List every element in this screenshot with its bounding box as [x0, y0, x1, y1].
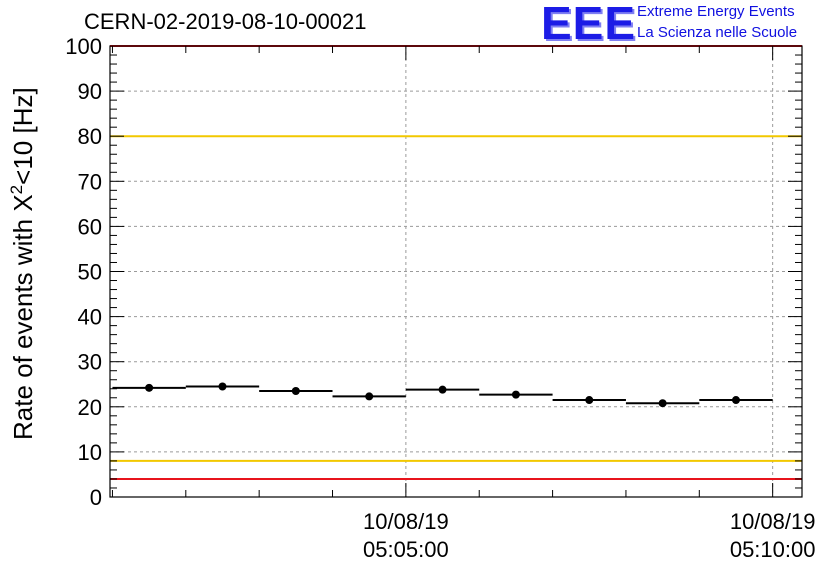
y-tick-label: 70 [78, 169, 102, 194]
y-tick-label: 100 [65, 34, 102, 59]
axis-ticks [110, 45, 802, 498]
y-tick-label: 20 [78, 395, 102, 420]
y-tick-labels: 0 10 20 30 40 50 60 70 80 90 100 [65, 34, 102, 510]
y-tick-label: 30 [78, 350, 102, 375]
data-point [438, 385, 447, 394]
y-tick-label: 60 [78, 214, 102, 239]
data-point [511, 390, 520, 399]
logo-subtitle-line2: La Scienza nelle Scuole [637, 24, 798, 41]
data-point [218, 382, 227, 391]
data-point [658, 399, 667, 408]
y-tick-label: 90 [78, 79, 102, 104]
y-tick-label: 50 [78, 260, 102, 285]
y-axis-label: Rate of events with X2<10 [Hz] [7, 87, 38, 440]
x-tick-label-time: 05:10:00 [730, 537, 816, 562]
x-tick-labels: 10/08/19 05:05:00 10/08/19 05:10:00 [363, 509, 815, 562]
x-tick-label-time: 05:05:00 [363, 537, 449, 562]
x-tick-label-date: 10/08/19 [730, 509, 816, 534]
reference-lines [110, 45, 802, 480]
data-point [365, 392, 374, 401]
run-title: CERN-02-2019-08-10-00021 [84, 9, 367, 34]
data-series [112, 382, 773, 408]
x-tick-label-date: 10/08/19 [363, 509, 449, 534]
eee-logo: EEE [541, 0, 637, 49]
data-point [291, 387, 300, 396]
y-tick-label: 10 [78, 440, 102, 465]
logo-subtitle-line1: Extreme Energy Events [637, 3, 795, 20]
data-point [585, 396, 594, 405]
y-tick-label: 0 [90, 485, 102, 510]
y-tick-label: 40 [78, 305, 102, 330]
data-point [731, 396, 740, 405]
y-tick-label: 80 [78, 124, 102, 149]
data-point [145, 383, 154, 392]
grid-lines [110, 46, 802, 497]
